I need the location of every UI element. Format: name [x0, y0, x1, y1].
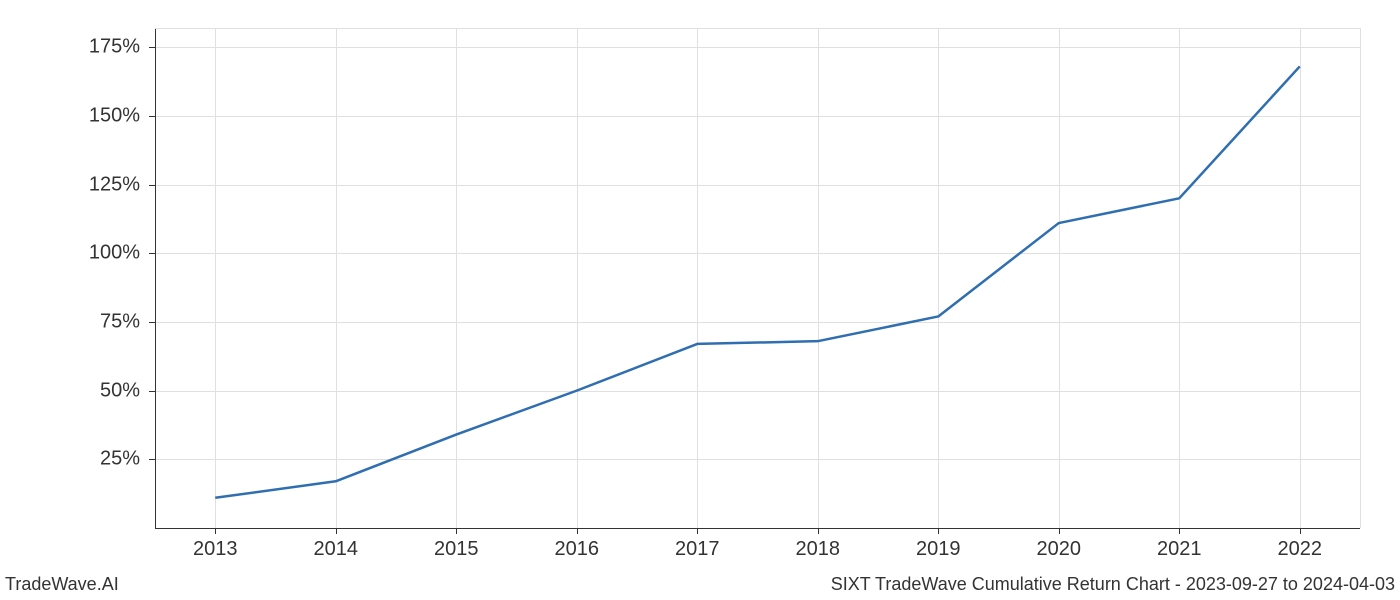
y-tick-label: 125%	[85, 173, 140, 196]
x-tick-label: 2020	[1037, 538, 1082, 561]
series-line	[215, 66, 1300, 497]
x-tick-label: 2021	[1157, 538, 1202, 561]
x-tick-label: 2019	[916, 538, 961, 561]
y-tick-label: 100%	[85, 242, 140, 265]
x-tick-label: 2013	[193, 538, 238, 561]
y-tick-label: 25%	[85, 448, 140, 471]
x-tick-label: 2017	[675, 538, 720, 561]
chart-container: 25% 50% 75% 100% 125% 150% 175% 2013 2014 2015 201…	[0, 0, 1400, 600]
y-tick-label: 150%	[85, 104, 140, 127]
x-tick-label: 2015	[434, 538, 479, 561]
x-tick-label: 2018	[796, 538, 841, 561]
plot-border-right	[1360, 28, 1361, 528]
x-tick-label: 2022	[1278, 538, 1323, 561]
x-tick-label: 2016	[555, 538, 600, 561]
y-tick-label: 75%	[85, 310, 140, 333]
y-tick-label: 50%	[85, 379, 140, 402]
x-tick-label: 2014	[314, 538, 359, 561]
footer-left-text: TradeWave.AI	[5, 574, 119, 595]
y-tick-label: 175%	[85, 36, 140, 59]
footer-right-text: SIXT TradeWave Cumulative Return Chart -…	[831, 574, 1395, 595]
plot-area: 25%50%75%100%125%150%175%201320142015201…	[155, 28, 1360, 528]
line-series	[155, 28, 1360, 528]
x-axis-line	[155, 528, 1360, 529]
